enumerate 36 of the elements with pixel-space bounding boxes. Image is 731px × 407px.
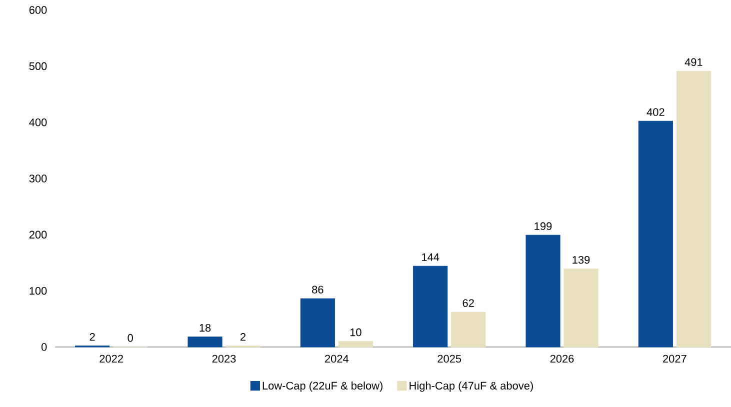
bar xyxy=(526,234,560,348)
data-label: 199 xyxy=(534,222,552,230)
y-tick-label: 200 xyxy=(29,230,47,239)
x-tick-label: 2022 xyxy=(100,354,123,363)
data-label: 18 xyxy=(200,324,211,332)
y-tick-label: 300 xyxy=(29,174,47,182)
data-label: 144 xyxy=(422,253,440,261)
bar xyxy=(676,70,711,348)
data-label: 86 xyxy=(312,286,324,294)
x-tick-label: 2024 xyxy=(325,354,349,363)
data-label: 0 xyxy=(128,334,133,342)
bar xyxy=(188,336,222,348)
bar xyxy=(564,268,598,348)
bar xyxy=(338,341,373,348)
y-tick-label: 100 xyxy=(30,286,47,295)
data-label: 2 xyxy=(240,333,246,341)
x-tick-label: 2023 xyxy=(212,354,236,363)
y-tick-label: 400 xyxy=(29,118,47,126)
data-label: 139 xyxy=(572,256,590,264)
bar xyxy=(451,312,486,348)
y-tick-label: 600 xyxy=(29,6,47,14)
bar xyxy=(300,298,335,348)
data-label: 62 xyxy=(462,299,474,307)
x-tick-label: 2027 xyxy=(663,354,686,363)
x-tick-label: 2025 xyxy=(438,354,462,363)
legend-label: High-Cap (47uF & above) xyxy=(410,382,533,392)
data-label: 10 xyxy=(350,328,362,336)
y-tick-label: 0 xyxy=(41,343,47,351)
data-label: 402 xyxy=(646,108,664,116)
data-label: 491 xyxy=(684,58,702,66)
bar xyxy=(413,266,448,348)
data-label: 2 xyxy=(90,333,95,341)
y-tick-label: 500 xyxy=(29,62,47,70)
x-tick-label: 2026 xyxy=(550,354,574,363)
bar xyxy=(638,120,673,348)
legend-label: Low-Cap (22uF & below) xyxy=(262,382,382,392)
